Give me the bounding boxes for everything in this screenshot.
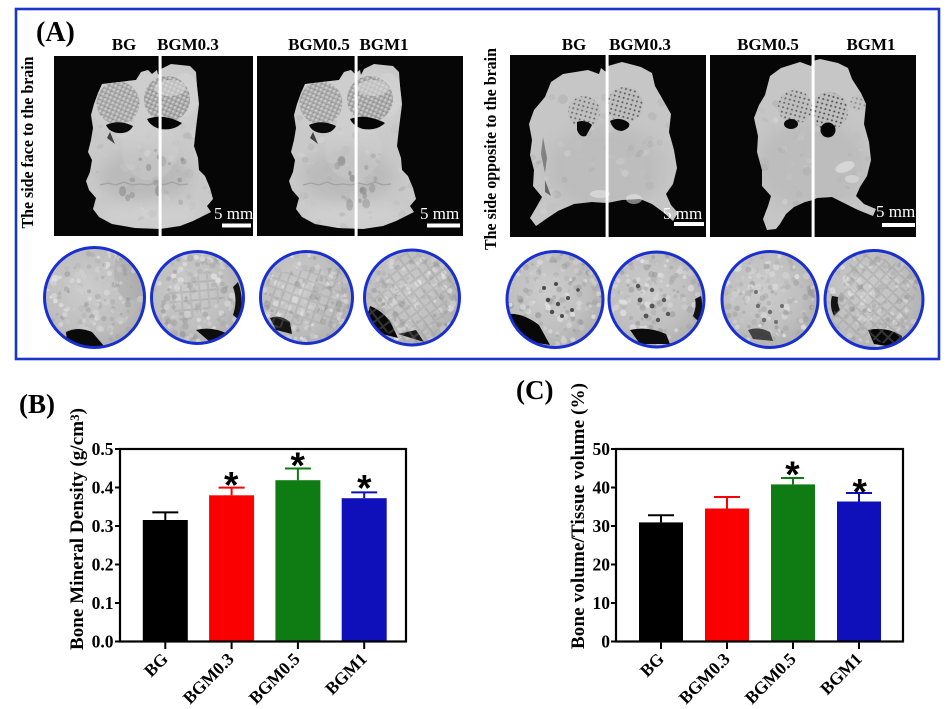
svg-text:(C): (C)	[516, 375, 553, 405]
svg-text:BG: BG	[562, 35, 587, 54]
svg-text:5 mm: 5 mm	[876, 202, 915, 221]
svg-text:Bone Mineral Density (g/cm3): Bone Mineral Density (g/cm3)	[67, 408, 88, 650]
svg-text:40: 40	[593, 478, 611, 498]
svg-text:5 mm: 5 mm	[663, 204, 702, 223]
svg-text:BGM1: BGM1	[359, 35, 408, 54]
svg-text:*: *	[224, 465, 239, 506]
svg-text:0.4: 0.4	[92, 478, 114, 498]
svg-text:*: *	[852, 472, 867, 513]
svg-text:BGM0.5: BGM0.5	[737, 35, 799, 54]
svg-text:0.3: 0.3	[92, 516, 114, 536]
svg-text:5 mm: 5 mm	[214, 204, 253, 223]
svg-text:20: 20	[593, 555, 611, 575]
svg-text:(B): (B)	[19, 389, 55, 419]
svg-text:BG: BG	[112, 35, 137, 54]
svg-text:(A): (A)	[36, 17, 75, 48]
svg-text:*: *	[357, 467, 372, 508]
svg-text:*: *	[785, 454, 800, 495]
svg-text:The side face to the brain: The side face to the brain	[18, 57, 37, 229]
svg-text:*: *	[290, 445, 305, 486]
svg-text:30: 30	[593, 516, 611, 536]
svg-text:0: 0	[601, 632, 610, 652]
svg-text:BGM0.3: BGM0.3	[609, 35, 671, 54]
svg-text:BGM0.5: BGM0.5	[288, 35, 350, 54]
svg-text:0.0: 0.0	[92, 632, 114, 652]
svg-text:The side opposite to the brain: The side opposite to the brain	[481, 48, 500, 250]
svg-text:0.1: 0.1	[92, 593, 114, 613]
svg-text:50: 50	[593, 439, 611, 459]
svg-text:5 mm: 5 mm	[420, 204, 459, 223]
svg-text:0.5: 0.5	[92, 439, 114, 459]
svg-text:0.2: 0.2	[92, 555, 114, 575]
svg-text:BGM0.3: BGM0.3	[157, 35, 219, 54]
svg-text:Bone volume/Tissue volume (%): Bone volume/Tissue volume (%)	[568, 383, 589, 649]
svg-text:10: 10	[593, 593, 611, 613]
svg-text:BGM1: BGM1	[846, 35, 895, 54]
